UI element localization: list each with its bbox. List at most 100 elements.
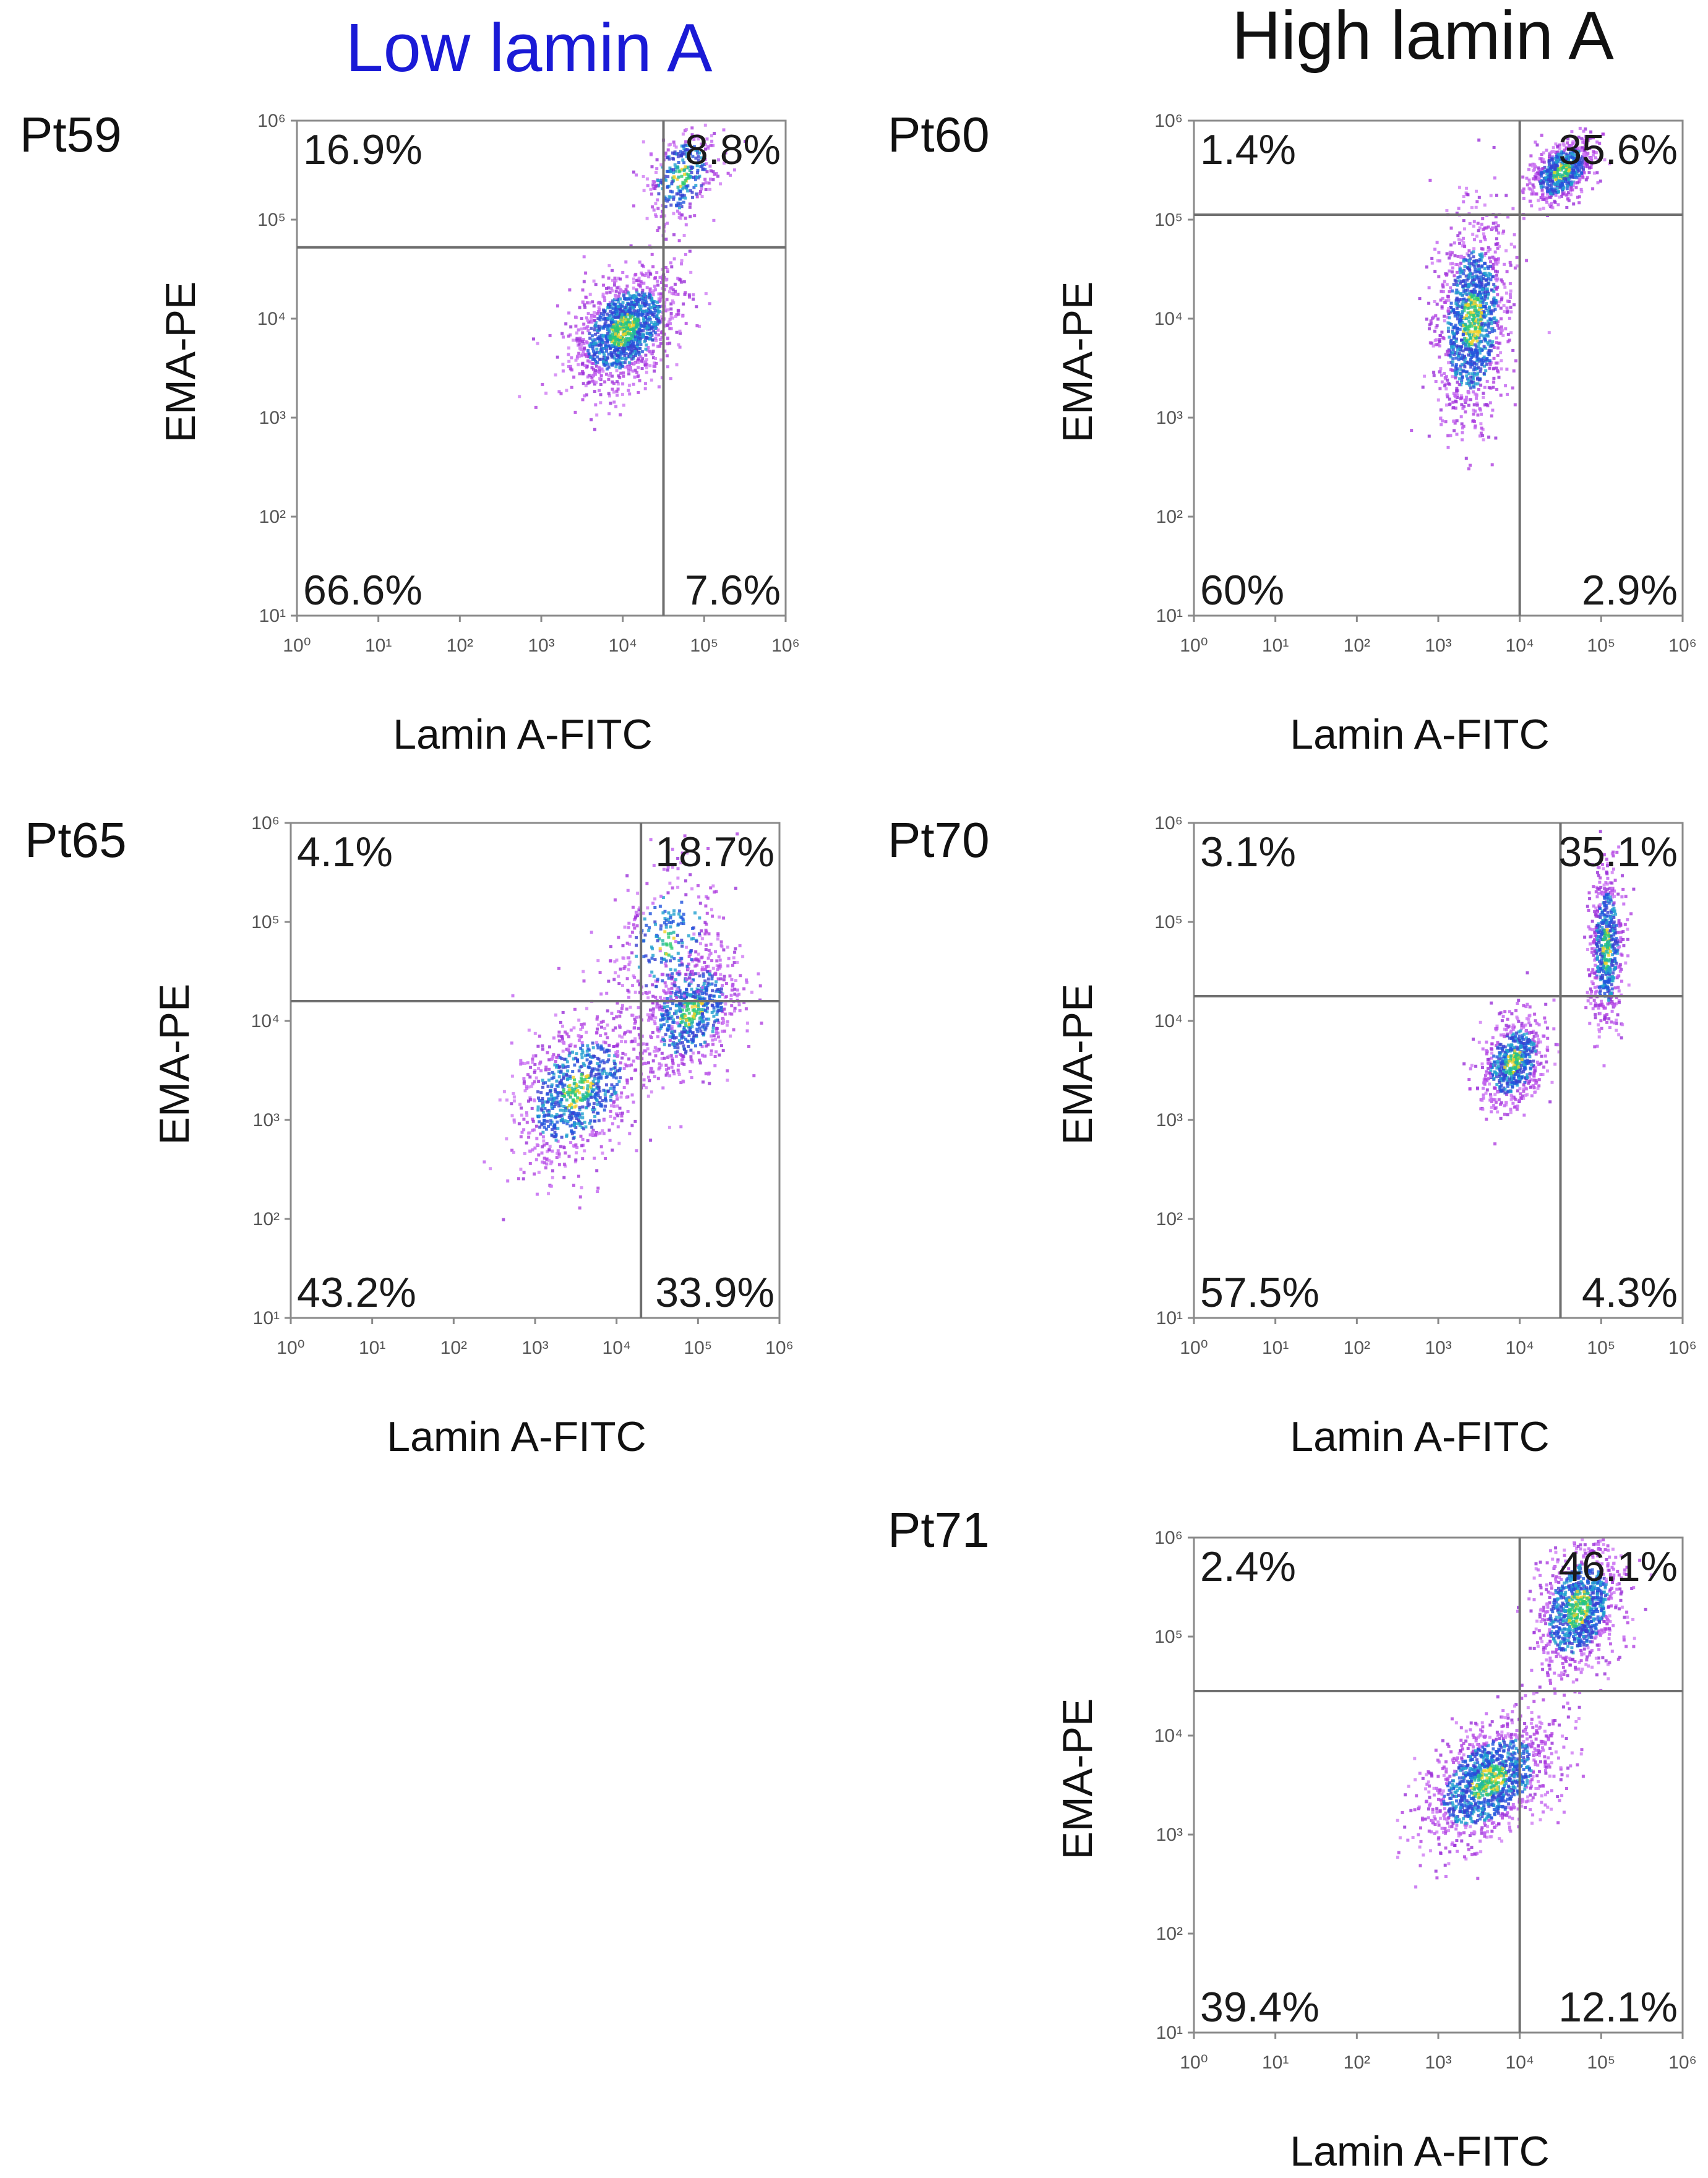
event-dot (577, 1174, 580, 1178)
event-dot (528, 1161, 532, 1165)
event-dot (588, 360, 592, 364)
event-dot (1462, 316, 1466, 320)
event-dot (1460, 422, 1464, 426)
event-dot (557, 1163, 561, 1166)
event-dot (556, 1127, 560, 1130)
event-dot (1532, 185, 1536, 189)
event-dot (602, 283, 605, 287)
event-dot (642, 317, 645, 321)
event-dot (1474, 303, 1477, 307)
event-dot (629, 325, 633, 329)
event-dot (692, 932, 696, 936)
event-dot (579, 346, 583, 350)
event-dot (1468, 222, 1472, 225)
event-dot (582, 1127, 586, 1130)
event-dot (537, 1171, 541, 1174)
event-dot (671, 180, 674, 184)
event-dot (1476, 313, 1480, 317)
event-dot (1454, 301, 1458, 305)
event-dot (604, 320, 607, 324)
event-dot (552, 1036, 556, 1040)
event-dot (1472, 247, 1476, 251)
event-dot (561, 1049, 565, 1053)
event-dot (611, 315, 615, 319)
event-dot (684, 140, 688, 144)
event-dot (1480, 252, 1483, 256)
event-dot (609, 1067, 613, 1071)
event-dot (567, 365, 570, 368)
event-dot (1472, 412, 1475, 416)
event-dot (544, 1081, 547, 1085)
event-dot (577, 1118, 580, 1122)
event-dot (1483, 203, 1487, 207)
event-dot (609, 1098, 612, 1102)
event-dot (708, 970, 712, 973)
event-dot (1553, 182, 1557, 186)
event-dot (653, 187, 657, 191)
event-dot (1455, 389, 1458, 393)
event-dot (1475, 339, 1479, 343)
event-dot (510, 1148, 514, 1152)
event-dot (617, 374, 620, 378)
event-dot (703, 997, 706, 1001)
event-dot (551, 1055, 555, 1059)
event-dot (603, 325, 606, 328)
event-dot (593, 1156, 596, 1160)
event-dot (535, 1143, 539, 1147)
event-dot (648, 337, 651, 341)
event-dot (633, 303, 637, 307)
event-dot (614, 290, 618, 293)
event-dot (624, 321, 627, 325)
event-dot (557, 1070, 561, 1074)
event-dot (715, 171, 718, 175)
event-dot (1495, 341, 1498, 345)
event-dot (624, 1053, 627, 1057)
event-dot (574, 324, 578, 328)
event-dot (569, 333, 572, 337)
event-dot (1540, 193, 1544, 197)
event-dot (1537, 168, 1541, 171)
event-dot (593, 332, 597, 336)
event-dot (693, 214, 697, 218)
event-dot (1437, 251, 1441, 254)
event-dot (1471, 302, 1475, 306)
event-dot (692, 990, 696, 994)
event-dot (588, 381, 591, 384)
event-dot (555, 1065, 558, 1069)
event-dot (1465, 341, 1469, 345)
event-dot (655, 1002, 659, 1005)
event-dot (1457, 238, 1461, 241)
event-dot (512, 1099, 516, 1103)
event-dot (1477, 138, 1481, 142)
event-dot (645, 358, 648, 361)
event-dot (1473, 334, 1477, 338)
event-dot (1462, 256, 1466, 260)
event-dot (1465, 374, 1469, 378)
event-dot (616, 1114, 620, 1117)
event-dot (590, 418, 593, 421)
event-dot (681, 150, 685, 154)
event-dot (583, 394, 586, 398)
event-dot (726, 171, 730, 175)
event-dot (623, 365, 627, 369)
event-dot (648, 287, 652, 291)
event-dot (512, 1120, 516, 1124)
event-dot (690, 1001, 694, 1005)
event-dot (633, 1069, 637, 1072)
event-dot (616, 1104, 619, 1108)
event-dot (559, 1145, 562, 1148)
event-dot (1454, 339, 1458, 343)
event-dot (1553, 157, 1557, 160)
event-dot (602, 313, 606, 317)
event-dot (602, 1132, 606, 1135)
event-dot (744, 140, 747, 143)
event-dot (571, 1050, 574, 1054)
event-dot (658, 344, 662, 348)
event-dot (560, 1078, 563, 1082)
event-dot (703, 158, 707, 161)
event-dot (1469, 301, 1473, 304)
event-dot (1463, 328, 1467, 332)
event-dot (658, 1006, 661, 1010)
event-dot (637, 1056, 640, 1060)
event-dot (677, 991, 681, 994)
